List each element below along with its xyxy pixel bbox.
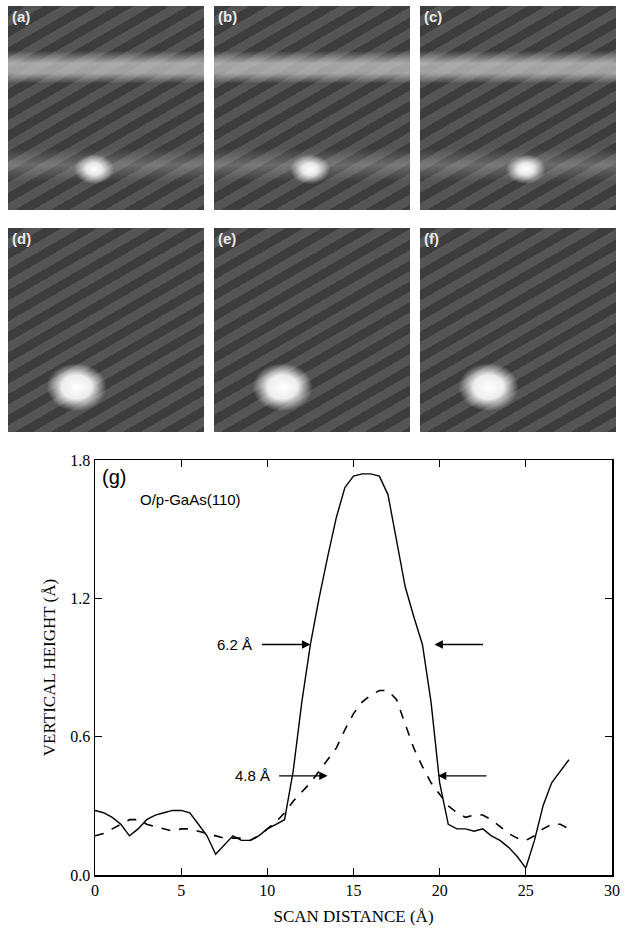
svg-text:5: 5 (177, 882, 185, 899)
svg-text:0.6: 0.6 (70, 728, 90, 745)
svg-text:0: 0 (91, 882, 99, 899)
svg-text:30: 30 (604, 882, 620, 899)
svg-text:0.0: 0.0 (70, 867, 90, 884)
html-text:(e): (e) (218, 230, 237, 247)
svg-text:25: 25 (518, 882, 534, 899)
html-text:(c): (c) (424, 8, 443, 25)
svg-text:1.8: 1.8 (70, 452, 90, 469)
svg-text:4.8 Å: 4.8 Å (235, 767, 270, 784)
svg-text:10: 10 (259, 882, 275, 899)
svg-text:O/p-GaAs(110): O/p-GaAs(110) (140, 491, 241, 508)
html-text:(d): (d) (12, 230, 32, 247)
svg-text:VERTICAL HEIGHT (Å): VERTICAL HEIGHT (Å) (40, 579, 59, 756)
svg-text:6.2 Å: 6.2 Å (217, 636, 252, 653)
svg-text:(g): (g) (102, 466, 126, 488)
html-text:(f): (f) (424, 230, 439, 247)
html-text:(a): (a) (12, 8, 31, 25)
svg-text:15: 15 (346, 882, 362, 899)
svg-text:SCAN DISTANCE (Å): SCAN DISTANCE (Å) (273, 907, 433, 926)
svg-text:20: 20 (432, 882, 448, 899)
html-text:(b): (b) (218, 8, 238, 25)
svg-text:1.2: 1.2 (70, 590, 90, 607)
